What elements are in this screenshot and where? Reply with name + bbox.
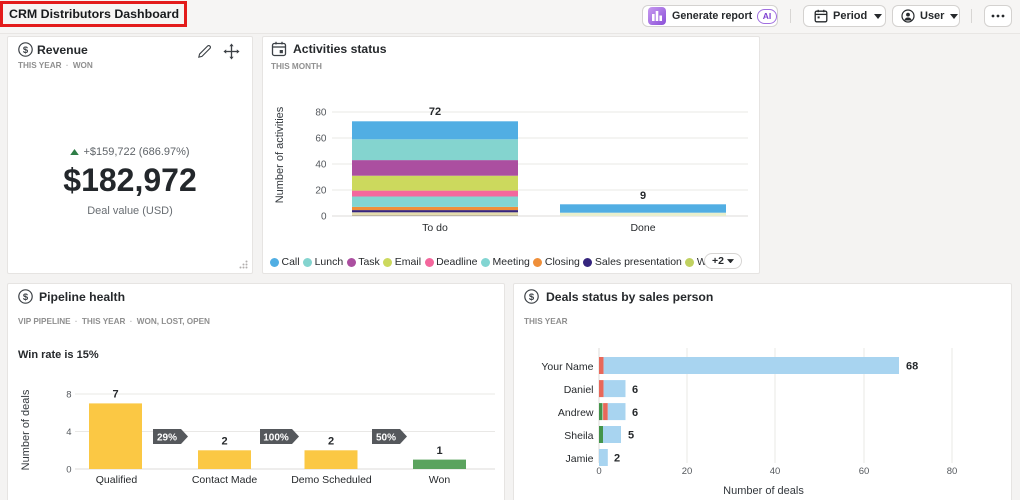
svg-text:Demo Scheduled: Demo Scheduled — [291, 474, 372, 486]
svg-text:68: 68 — [906, 361, 918, 373]
svg-text:$: $ — [529, 292, 535, 303]
svg-text:Won: Won — [429, 474, 451, 486]
svg-text:4: 4 — [66, 427, 71, 438]
svg-text:72: 72 — [429, 106, 441, 118]
svg-text:20: 20 — [315, 186, 327, 197]
svg-text:Number of deals: Number of deals — [20, 389, 32, 470]
svg-text:2: 2 — [328, 436, 334, 448]
svg-text:0: 0 — [596, 466, 601, 477]
svg-text:6: 6 — [632, 407, 638, 419]
svg-text:Number of deals: Number of deals — [723, 485, 804, 497]
svg-text:50%: 50% — [376, 433, 396, 444]
svg-text:29%: 29% — [157, 433, 177, 444]
svg-text:Sheila: Sheila — [564, 430, 593, 442]
svg-text:0: 0 — [66, 465, 71, 476]
svg-text:1: 1 — [436, 445, 442, 457]
svg-text:100%: 100% — [263, 433, 289, 444]
svg-text:Done: Done — [630, 222, 655, 234]
svg-text:8: 8 — [66, 390, 71, 401]
svg-text:Your Name: Your Name — [541, 361, 593, 373]
svg-text:0: 0 — [321, 212, 327, 223]
svg-text:$: $ — [23, 45, 29, 56]
svg-text:2: 2 — [221, 436, 227, 448]
svg-text:9: 9 — [640, 190, 646, 202]
svg-text:To do: To do — [422, 222, 448, 234]
svg-text:5: 5 — [628, 430, 634, 442]
svg-text:80: 80 — [947, 466, 958, 477]
svg-text:6: 6 — [632, 384, 638, 396]
svg-text:2: 2 — [614, 453, 620, 465]
svg-text:40: 40 — [315, 160, 327, 171]
svg-text:Qualified: Qualified — [96, 474, 138, 486]
svg-text:80: 80 — [315, 108, 327, 119]
svg-text:7: 7 — [112, 389, 118, 401]
svg-text:Andrew: Andrew — [558, 407, 594, 419]
svg-text:Number of activities: Number of activities — [274, 106, 286, 203]
svg-text:20: 20 — [682, 466, 693, 477]
svg-text:60: 60 — [315, 134, 327, 145]
svg-text:$: $ — [23, 292, 29, 303]
svg-text:40: 40 — [770, 466, 781, 477]
svg-text:60: 60 — [859, 466, 870, 477]
svg-text:Daniel: Daniel — [564, 384, 594, 396]
svg-text:Contact Made: Contact Made — [192, 474, 258, 486]
svg-text:Jamie: Jamie — [565, 453, 593, 465]
